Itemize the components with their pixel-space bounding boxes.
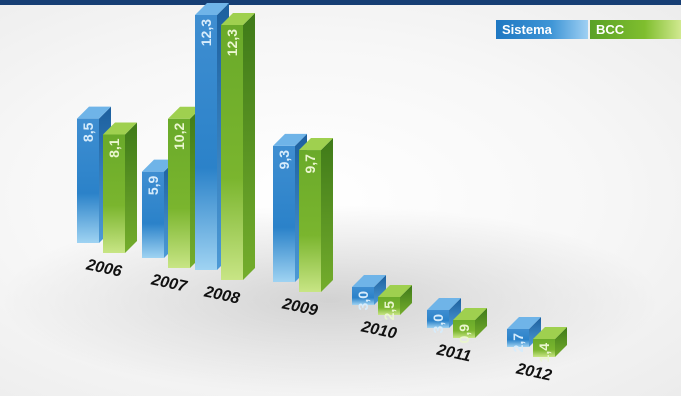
bar-sistema-2011: 3,0	[427, 298, 461, 333]
value-label-bcc-2008: 12,3	[224, 29, 240, 56]
bar-front-sistema-2011	[427, 310, 449, 328]
bar-front-bcc-2007	[168, 118, 190, 268]
bar-front-sistema-2010	[352, 287, 374, 305]
bar-side-sistema-2011	[449, 298, 461, 328]
value-label-sistema-2007: 5,9	[145, 175, 161, 195]
bar-side-bcc-2011	[475, 308, 487, 338]
legend-bcc: BCC	[590, 20, 681, 39]
bar-side-bcc-2009	[321, 138, 333, 292]
bar-top-sistema-2011	[427, 298, 461, 310]
bar-top-bcc-2010	[378, 285, 412, 297]
bar-sistema-2010: 3,0	[352, 275, 386, 310]
bar-top-bcc-2008	[221, 13, 255, 25]
bar-front-bcc-2009	[299, 150, 321, 292]
value-label-sistema-2008: 12,3	[198, 19, 214, 46]
bar-bcc-2012: 1,4	[533, 327, 567, 362]
value-label-sistema-2012: 2,7	[510, 333, 526, 353]
top-bar	[0, 0, 681, 5]
bar-bcc-2011: 0,9	[453, 308, 487, 343]
bar-top-sistema-2008	[195, 3, 229, 15]
bar-top-bcc-2007	[168, 106, 202, 119]
bar-front-bcc-2006	[103, 134, 125, 253]
bar-top-sistema-2010	[352, 275, 386, 287]
bar-front-sistema-2008	[195, 15, 217, 270]
bar-top-sistema-2006	[77, 106, 111, 119]
bar-bcc-2009: 9,7	[299, 138, 333, 292]
bar-front-sistema-2007	[142, 171, 164, 258]
bar-top-bcc-2009	[299, 138, 333, 151]
bar-front-bcc-2011	[453, 320, 475, 338]
bar-front-sistema-2009	[273, 145, 295, 282]
bar-front-bcc-2008	[221, 25, 243, 280]
bar-top-bcc-2011	[453, 308, 487, 320]
bar-front-bcc-2012	[533, 339, 555, 357]
bar-front-bcc-2010	[378, 297, 400, 315]
bar-top-sistema-2012	[507, 317, 541, 329]
bar-top-bcc-2006	[103, 122, 137, 135]
bar-side-bcc-2010	[400, 285, 412, 315]
bar-front-sistema-2006	[77, 118, 99, 243]
bar-bcc-2008: 12,3	[221, 13, 255, 280]
value-label-bcc-2010: 2,5	[381, 301, 397, 321]
value-label-sistema-2011: 3,0	[430, 314, 446, 334]
value-label-bcc-2007: 10,2	[171, 123, 187, 150]
value-label-sistema-2006: 8,5	[80, 122, 96, 142]
bar-sistema-2012: 2,7	[507, 317, 541, 352]
bar-top-sistema-2009	[273, 133, 307, 146]
bar-bcc-2010: 2,5	[378, 285, 412, 320]
value-label-sistema-2009: 9,3	[276, 150, 292, 170]
bar-side-bcc-2006	[125, 122, 137, 254]
value-label-bcc-2009: 9,7	[302, 154, 318, 174]
value-label-sistema-2010: 3,0	[355, 291, 371, 311]
bar-top-sistema-2007	[142, 159, 176, 172]
value-label-bcc-2006: 8,1	[106, 138, 122, 158]
bar-side-sistema-2012	[529, 317, 541, 347]
bar-side-bcc-2008	[243, 13, 255, 280]
value-label-bcc-2012: 1,4	[536, 343, 552, 363]
bar-top-bcc-2012	[533, 327, 567, 339]
bar-side-sistema-2010	[374, 275, 386, 305]
value-label-bcc-2011: 0,9	[456, 324, 472, 344]
bar-side-bcc-2012	[555, 327, 567, 357]
legend-sistema: Sistema	[496, 20, 588, 39]
bar-front-sistema-2012	[507, 329, 529, 347]
bar-bcc-2006: 8,1	[103, 122, 137, 254]
